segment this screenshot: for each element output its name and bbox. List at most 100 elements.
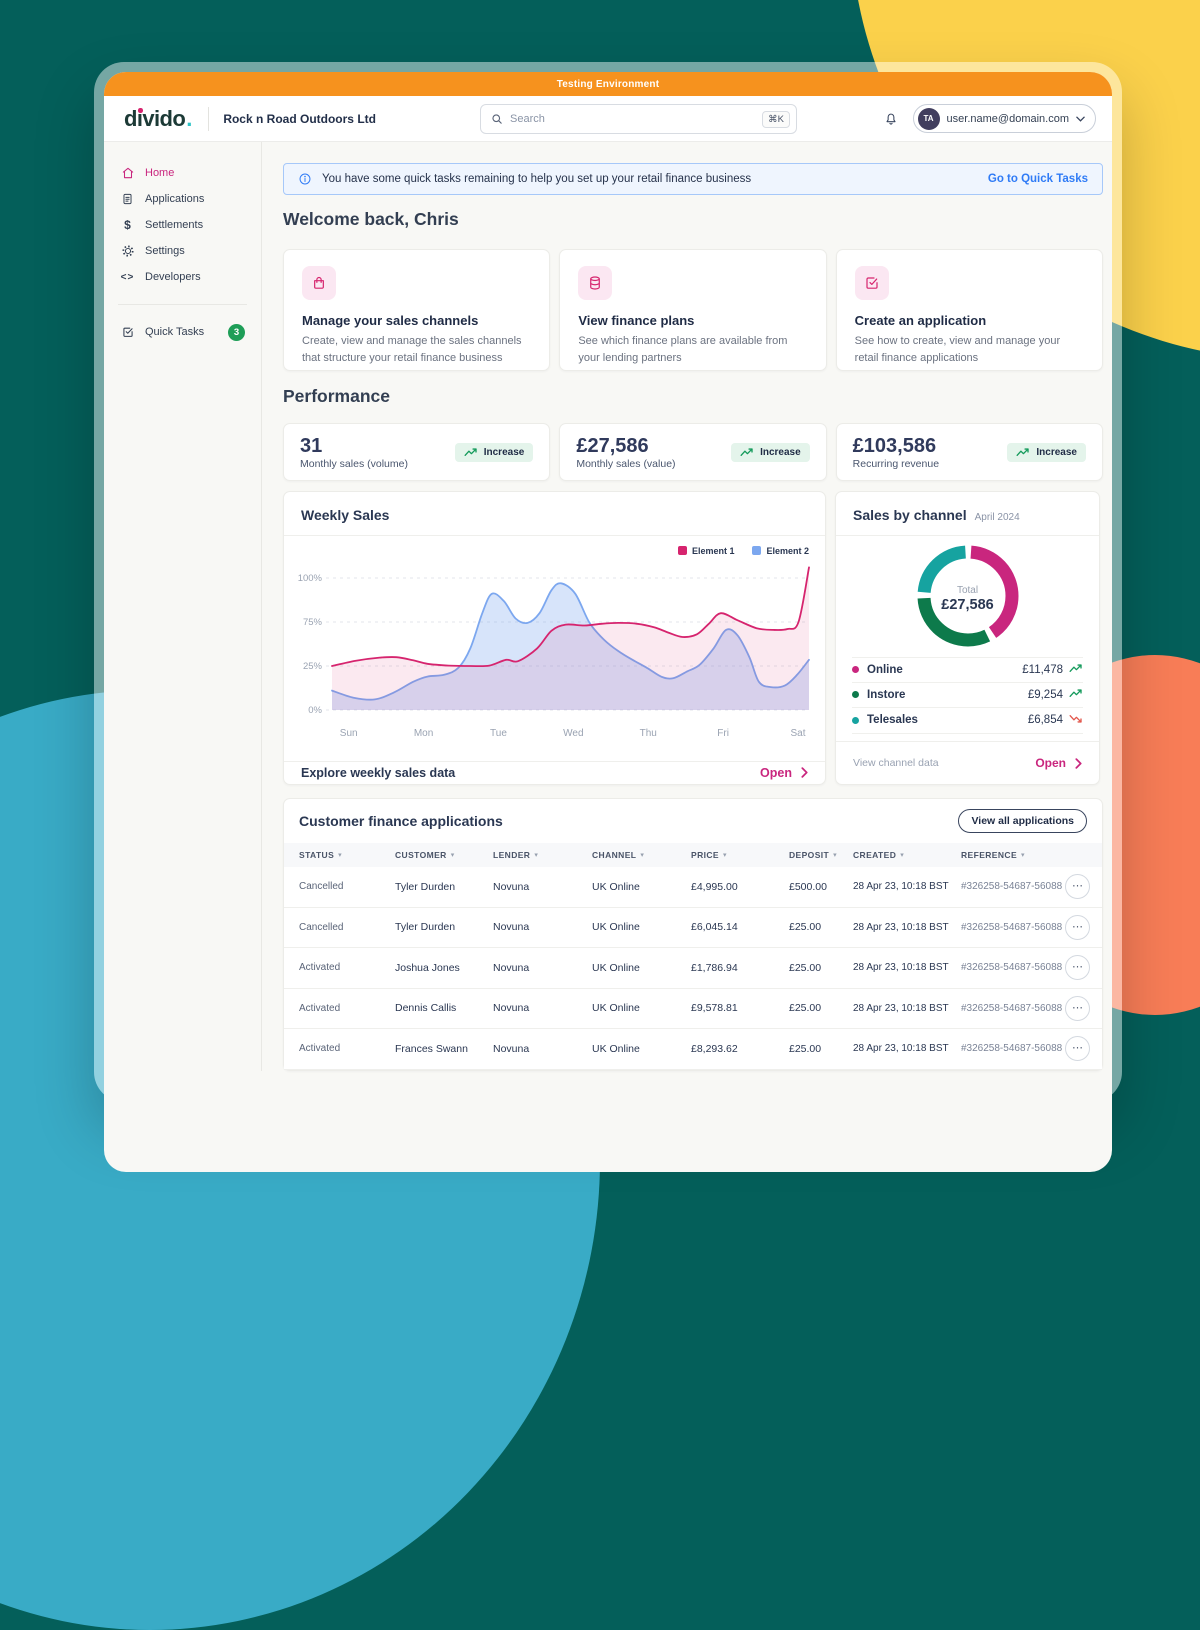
stat-value: £27,586 bbox=[576, 434, 649, 457]
performance-heading: Performance bbox=[283, 386, 390, 406]
stat-label: Recurring revenue bbox=[852, 457, 940, 470]
column-header-reference[interactable]: REFERENCE ▾ bbox=[961, 850, 1025, 860]
page-title: Welcome back, Chris bbox=[283, 209, 459, 229]
svg-text:25%: 25% bbox=[303, 661, 323, 672]
table-row[interactable]: Cancelled Tyler Durden Novuna UK Online … bbox=[284, 907, 1102, 948]
legend-element-1: Element 1 bbox=[677, 545, 735, 556]
column-header-channel[interactable]: CHANNEL ▾ bbox=[592, 850, 645, 860]
chevron-down-icon bbox=[1076, 116, 1085, 122]
card-view-finance-plans[interactable]: View finance plans See which finance pla… bbox=[559, 249, 827, 371]
card-create-application[interactable]: Create an application See how to create,… bbox=[835, 249, 1103, 371]
column-header-status[interactable]: STATUS ▾ bbox=[299, 850, 343, 860]
cell-status: Cancelled bbox=[299, 921, 344, 933]
card-title: View finance plans bbox=[578, 313, 695, 328]
sidebar: Home Applications $ Settlements bbox=[104, 142, 262, 1071]
table-row[interactable]: Cancelled Tyler Durden Novuna UK Online … bbox=[284, 867, 1102, 908]
cell-channel: UK Online bbox=[592, 1042, 640, 1055]
open-label: Open bbox=[1035, 756, 1066, 770]
sidebar-item-applications[interactable]: Applications bbox=[104, 186, 261, 212]
performance-stats: 31 Monthly sales (volume) Increase bbox=[283, 423, 1103, 481]
badge-label: Increase bbox=[1036, 446, 1077, 458]
ellipsis-icon[interactable]: ⋯ bbox=[1065, 995, 1090, 1021]
column-header-deposit[interactable]: DEPOSIT ▾ bbox=[789, 850, 838, 860]
cell-customer: Frances Swann bbox=[395, 1042, 468, 1055]
cell-deposit: £25.00 bbox=[789, 921, 822, 934]
charts-row: Weekly Sales Element 1 Element 2 bbox=[283, 491, 1103, 785]
sidebar-item-settings[interactable]: Settings bbox=[104, 238, 261, 264]
view-all-applications-button[interactable]: View all applications bbox=[958, 809, 1087, 833]
search-input[interactable] bbox=[510, 113, 763, 125]
svg-text:100%: 100% bbox=[298, 573, 323, 584]
channel-dot bbox=[852, 691, 859, 699]
sales-by-channel-card: Sales by channel April 2024 Total £27,58… bbox=[835, 491, 1100, 785]
stat-value: 31 bbox=[300, 434, 323, 457]
weekly-sales-chart: Element 1 Element 2 100% 75% 25% 0% Sun Mon Tu… bbox=[284, 536, 825, 761]
search-input-container[interactable]: ⌘K bbox=[480, 104, 797, 134]
increase-badge: Increase bbox=[454, 442, 534, 462]
sort-caret-icon: ▾ bbox=[1021, 852, 1025, 859]
svg-text:Tue: Tue bbox=[490, 728, 507, 739]
cell-price: £1,786.94 bbox=[691, 961, 738, 974]
ellipsis-icon[interactable]: ⋯ bbox=[1065, 1036, 1090, 1062]
quick-tasks-banner: You have some quick tasks remaining to h… bbox=[283, 163, 1103, 195]
sidebar-item-home[interactable]: Home bbox=[104, 160, 261, 186]
cell-status: Activated bbox=[299, 962, 341, 974]
cell-lender: Novuna bbox=[493, 1002, 530, 1015]
app-window: Testing Environment divido. Rock n Road … bbox=[94, 62, 1122, 1172]
channel-footer: View channel data Open bbox=[836, 741, 1099, 784]
user-menu[interactable]: TA user.name@domain.com bbox=[912, 104, 1096, 133]
cell-deposit: £500.00 bbox=[789, 880, 827, 893]
cell-price: £4,995.00 bbox=[691, 880, 738, 893]
go-to-quick-tasks-link[interactable]: Go to Quick Tasks bbox=[987, 173, 1088, 185]
cell-deposit: £25.00 bbox=[789, 1042, 822, 1055]
column-header-created[interactable]: CREATED ▾ bbox=[853, 850, 905, 860]
svg-text:Fri: Fri bbox=[717, 728, 729, 739]
sort-caret-icon: ▾ bbox=[640, 852, 645, 859]
stat-monthly-sales-volume: 31 Monthly sales (volume) Increase bbox=[283, 423, 551, 481]
open-channel-data-link[interactable]: Open bbox=[1035, 756, 1082, 770]
card-manage-sales-channels[interactable]: Manage your sales channels Create, view … bbox=[283, 249, 551, 371]
sidebar-item-label: Home bbox=[145, 167, 175, 179]
ellipsis-icon[interactable]: ⋯ bbox=[1065, 914, 1090, 940]
cell-customer: Tyler Durden bbox=[395, 880, 456, 893]
column-header-lender[interactable]: LENDER ▾ bbox=[493, 850, 539, 860]
main-content: You have some quick tasks remaining to h… bbox=[262, 142, 1112, 1071]
sidebar-item-quick-tasks[interactable]: Quick Tasks 3 bbox=[104, 319, 261, 345]
ellipsis-icon[interactable]: ⋯ bbox=[1065, 955, 1090, 981]
cell-lender: Novuna bbox=[493, 880, 530, 893]
table-row[interactable]: Activated Frances Swann Novuna UK Online… bbox=[284, 1029, 1102, 1070]
svg-text:75%: 75% bbox=[303, 617, 323, 628]
column-header-customer[interactable]: CUSTOMER ▾ bbox=[395, 850, 455, 860]
card-description: See how to create, view and manage your … bbox=[854, 335, 1061, 365]
cell-price: £6,045.14 bbox=[691, 921, 738, 934]
cell-created: 28 Apr 23, 10:18 BST bbox=[853, 881, 949, 893]
info-icon bbox=[298, 172, 312, 186]
donut-center: Total £27,586 bbox=[916, 544, 1020, 653]
applications-table-header: STATUS ▾ CUSTOMER ▾ LENDER ▾ CHANNEL ▾ PRICE… bbox=[284, 843, 1102, 867]
ellipsis-icon[interactable]: ⋯ bbox=[1065, 874, 1090, 900]
divider bbox=[836, 535, 1099, 536]
cell-channel: UK Online bbox=[592, 1002, 640, 1015]
banner-message: You have some quick tasks remaining to h… bbox=[322, 173, 752, 185]
channel-label: Instore bbox=[867, 688, 906, 701]
sidebar-item-settlements[interactable]: $ Settlements bbox=[104, 212, 261, 238]
channel-row-online: Online £11,478 bbox=[852, 657, 1083, 683]
column-header-price[interactable]: PRICE ▾ bbox=[691, 850, 727, 860]
channel-donut-chart: Total £27,586 bbox=[916, 544, 1020, 653]
card-title: Manage your sales channels bbox=[302, 313, 479, 328]
applications-card: Customer finance applications View all a… bbox=[283, 798, 1103, 1071]
cell-deposit: £25.00 bbox=[789, 961, 822, 974]
table-row[interactable]: Activated Joshua Jones Novuna UK Online … bbox=[284, 948, 1102, 989]
legend-label: Element 1 bbox=[691, 545, 735, 556]
chevron-right-icon bbox=[1075, 757, 1082, 769]
card-description: Create, view and manage the sales channe… bbox=[302, 335, 522, 365]
sidebar-item-developers[interactable]: <> Developers bbox=[104, 264, 261, 290]
open-weekly-sales-link[interactable]: Open bbox=[760, 766, 808, 780]
divido-logo[interactable]: divido. bbox=[124, 106, 192, 132]
avatar: TA bbox=[917, 107, 940, 130]
dollar-icon: $ bbox=[124, 218, 131, 232]
table-row[interactable]: Activated Dennis Callis Novuna UK Online… bbox=[284, 988, 1102, 1029]
bell-icon[interactable] bbox=[883, 111, 899, 127]
cell-customer: Tyler Durden bbox=[395, 921, 456, 934]
trend-down-icon bbox=[1069, 714, 1083, 727]
